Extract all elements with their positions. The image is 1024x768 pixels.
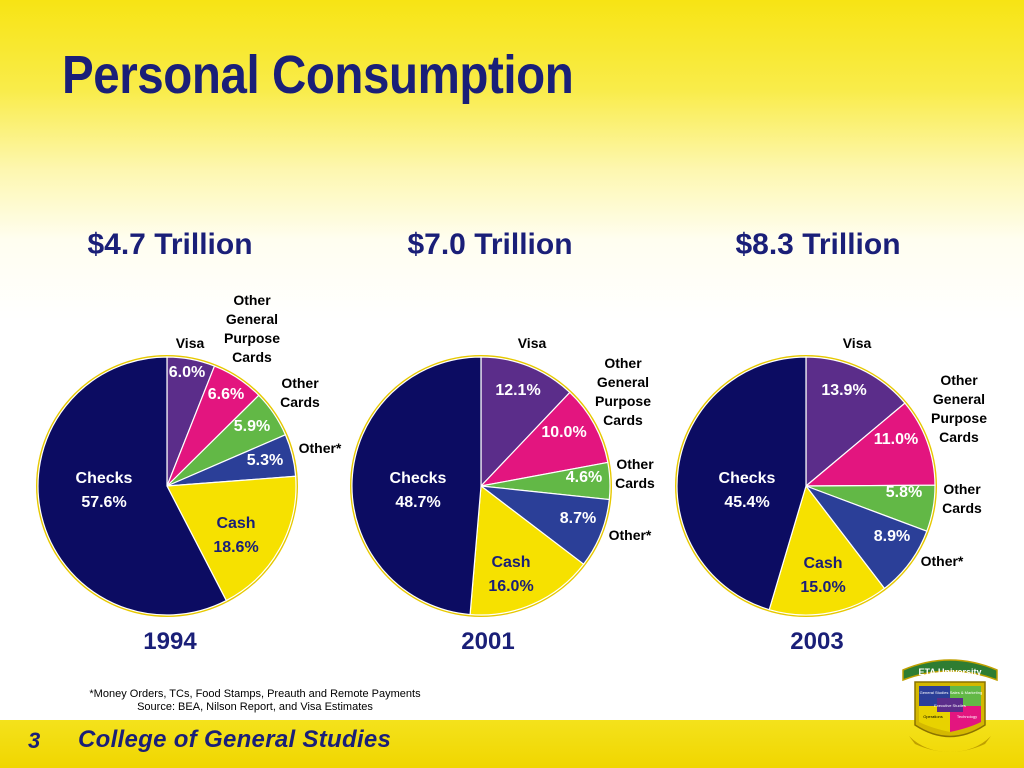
slice-value-label-2003-other: 8.9% — [874, 528, 910, 545]
slice-value-label-2003-other-general-purpose-cards: 11.0% — [874, 431, 918, 448]
pie-2003-year: 2003 — [790, 628, 844, 655]
pie-slice-2001-visa — [480, 356, 571, 488]
pie-slice-2003-visa — [805, 356, 906, 488]
footnote: *Money Orders, TCs, Food Stamps, Preauth… — [89, 688, 421, 700]
slice-value-label-1994-other: 5.3% — [247, 452, 283, 469]
slice-value-label-2003-cash: Cash 15.0% — [800, 555, 845, 596]
slice-category-label-2003-other: Other* — [921, 553, 964, 569]
logo-quadrant-sales-marketing: Sales & Marketing — [950, 690, 982, 695]
pie-slice-2001-other-general-purpose-cards — [479, 391, 609, 487]
slice-value-label-2003-visa: 13.9% — [821, 382, 866, 399]
slice-category-label-2003-other-cards: Other Cards — [942, 481, 982, 516]
pie-slice-2003-cash — [768, 484, 886, 616]
logo-center-text: Executive Studies — [934, 703, 966, 708]
college-name: College of General Studies — [78, 726, 392, 753]
pie-slice-2001-checks — [351, 356, 482, 616]
slice-category-label-2001-other-general-purpose-cards: Other General Purpose Cards — [595, 355, 651, 428]
pie-slice-1994-checks — [37, 356, 228, 616]
eta-university-logo: ETA University General Studies Sales & M… — [902, 659, 998, 752]
slice-value-label-2001-cash: Cash 16.0% — [488, 554, 533, 595]
pie-1994-total: $4.7 Trillion — [87, 228, 253, 261]
slice-category-label-1994-other-cards: Other Cards — [280, 375, 320, 410]
slice-category-label-2001-visa: Visa — [518, 335, 547, 351]
pie-slice-2001-cash — [469, 484, 585, 616]
slice-value-label-2001-other-general-purpose-cards: 10.0% — [541, 424, 586, 441]
slice-value-label-1994-checks: Checks 57.6% — [76, 470, 133, 511]
pie-charts: 6.0%6.6% 5.9% 5.3% Cash 18.6% Checks 57.6% Visa… — [36, 292, 987, 617]
slice-value-label-1994-other-cards: 5.9% — [234, 418, 270, 435]
slice-value-label-2001-other-cards: 4.6% — [566, 469, 602, 486]
logo-quadrant-technology: Technology — [957, 714, 977, 719]
slice-value-label-2001-visa: 12.1% — [495, 382, 540, 399]
footer-bar — [0, 720, 1024, 768]
logo-quadrant-operations: Operations — [923, 714, 943, 719]
slice-value-label-2003-checks: Checks 45.4% — [719, 470, 776, 511]
pie-2001-year: 2001 — [461, 628, 515, 655]
slice-value-label-2003-other-cards: 5.8% — [886, 484, 922, 501]
pie-1994-year: 1994 — [143, 628, 197, 655]
slice-value-label-2001-checks: Checks 48.7% — [390, 470, 447, 511]
logo-quadrant-general-studies: General Studies — [920, 690, 949, 695]
pie-2003-total: $8.3 Trillion — [735, 228, 901, 261]
pie-slice-2003-checks — [676, 356, 807, 611]
pie-2001-total: $7.0 Trillion — [407, 228, 573, 261]
page-title: Personal Consumption — [62, 45, 574, 105]
logo-banner-text: ETA University — [918, 667, 981, 677]
slice-category-label-2003-other-general-purpose-cards: Other General Purpose Cards — [931, 372, 987, 445]
slice-category-label-2003-visa: Visa — [843, 335, 872, 351]
slice-category-label-1994-visa: Visa — [176, 335, 205, 351]
slice-category-label-2001-other-cards: Other Cards — [615, 456, 655, 491]
slice-value-label-2001-other: 8.7% — [560, 510, 596, 527]
slice-category-label-2001-other: Other* — [609, 527, 652, 543]
slice-category-label-1994-other-general-purpose-cards: Other General Purpose Cards — [224, 292, 280, 365]
pie-slice-1994-cash — [166, 475, 297, 602]
page-number: 3 — [28, 728, 41, 753]
pie-slice-2003-other-general-purpose-cards — [804, 402, 936, 487]
slice-value-label-1994-other-general-purpose-cards: 6.6% — [208, 386, 244, 403]
slice-category-label-1994-other: Other* — [299, 440, 342, 456]
slice-value-label-1994-visa: 6.0% — [169, 364, 205, 381]
source-note: Source: BEA, Nilson Report, and Visa Est… — [137, 701, 373, 713]
slice-value-label-1994-cash: Cash 18.6% — [213, 515, 258, 556]
laurel-wreath-icon — [909, 736, 991, 752]
